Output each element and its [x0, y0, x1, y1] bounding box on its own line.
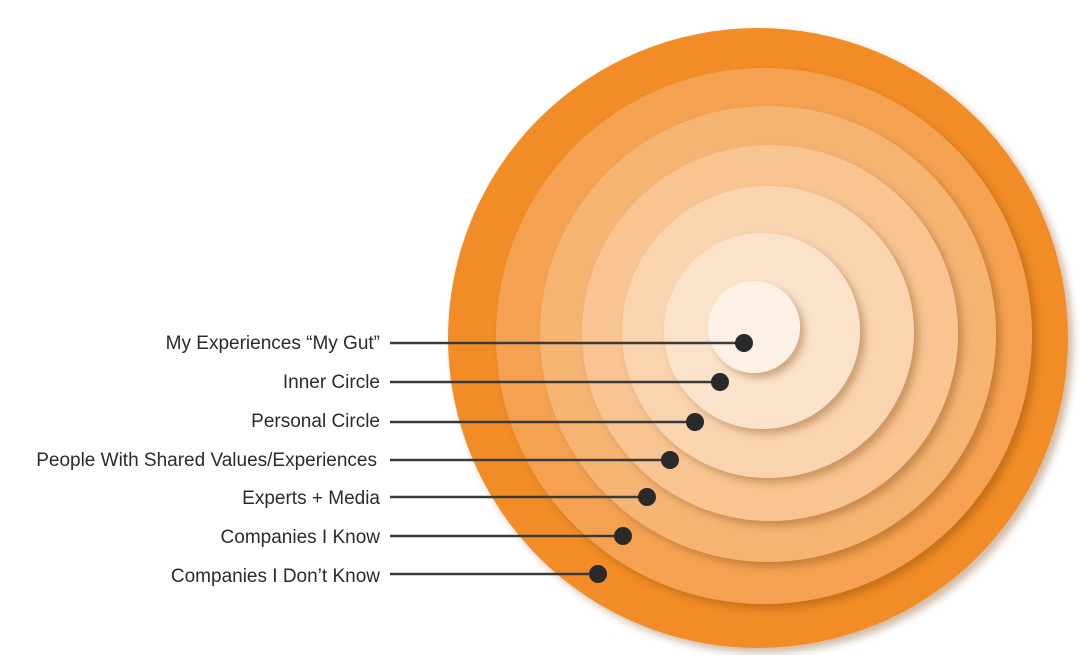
label-text: Personal Circle	[251, 411, 380, 432]
marker-dot	[686, 413, 704, 431]
ring-labels: My Experiences “My Gut” Inner Circle Per…	[36, 333, 753, 587]
label-text: Companies I Know	[221, 527, 381, 548]
label-text: People With Shared Values/Experiences	[36, 450, 377, 471]
label-text: Experts + Media	[242, 488, 380, 509]
label-inner-circle: Inner Circle	[283, 372, 729, 393]
marker-dot	[661, 451, 679, 469]
label-text: Inner Circle	[283, 372, 380, 393]
label-personal-circle: Personal Circle	[251, 411, 704, 432]
ring-my-experiences	[708, 281, 800, 373]
concentric-rings	[448, 28, 1068, 648]
marker-dot	[589, 565, 607, 583]
label-people-with-shared-values: People With Shared Values/Experiences	[36, 450, 679, 471]
label-my-experiences: My Experiences “My Gut”	[166, 333, 753, 354]
marker-dot	[711, 373, 729, 391]
label-text: Companies I Don’t Know	[171, 566, 380, 587]
marker-dot	[735, 334, 753, 352]
label-companies-i-know: Companies I Know	[221, 527, 632, 548]
marker-dot	[638, 488, 656, 506]
marker-dot	[614, 527, 632, 545]
label-companies-i-dont-know: Companies I Don’t Know	[171, 565, 607, 587]
label-experts-media: Experts + Media	[242, 488, 656, 509]
label-text: My Experiences “My Gut”	[166, 333, 380, 354]
